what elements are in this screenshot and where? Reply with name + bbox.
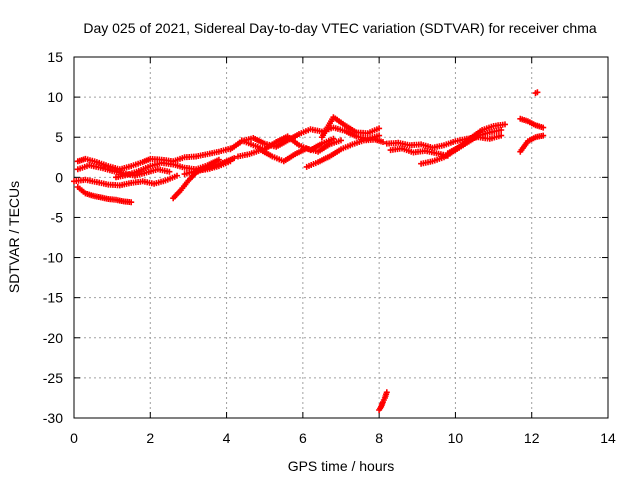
x-tick-label: 0 [70,430,78,446]
data-point [431,142,447,151]
data-point [489,127,505,135]
data-point [252,143,268,153]
data-point [332,125,348,134]
data-point [122,198,135,206]
data-point [298,143,314,154]
series-track-10 [238,133,337,154]
data-point [519,116,531,125]
data-point [309,140,325,152]
data-point [458,135,474,149]
data-point [317,153,333,165]
y-tick-label: -10 [43,250,63,266]
y-tick-label: -30 [43,410,63,426]
series-track-17 [517,115,547,131]
series-track-19 [376,389,390,413]
data-point [119,179,135,188]
data-point [534,89,541,96]
x-tick-label: 14 [600,430,616,446]
data-point [367,125,383,136]
data-point [446,143,463,156]
x-tick-label: 2 [146,430,154,446]
y-tick-label: 0 [55,169,63,185]
series-track-2 [71,172,180,189]
y-tick-label: 5 [55,129,63,145]
chart-title: Day 025 of 2021, Sidereal Day-to-day VTE… [83,20,596,36]
data-point [382,389,390,400]
data-point [195,151,211,159]
data-point [332,115,348,129]
x-tick-label: 8 [375,430,383,446]
data-point [171,187,184,200]
y-axis-label: SDTVAR / TECUs [6,181,22,293]
data-point [172,162,188,171]
data-point [328,137,344,147]
data-point [153,177,169,187]
x-axis-tick-labels: 0 2 4 6 8 10 12 14 [70,430,616,446]
data-point [420,158,436,167]
data-point [263,139,280,152]
data-marks [71,89,547,413]
y-axis-tick-labels: -30 -25 -20 -15 -10 -5 0 5 10 15 [43,49,63,426]
data-point [377,403,385,412]
data-point [84,177,100,186]
series-track-1 [74,184,135,206]
data-point [275,133,291,145]
plot-frame [73,56,609,419]
grid [74,57,608,418]
data-point [306,159,322,169]
data-point [218,158,234,169]
y-tick-label: -20 [43,330,63,346]
data-point [298,126,314,137]
series-track-12 [318,114,383,141]
data-point [282,151,299,164]
data-point [286,134,302,149]
data-point [206,163,222,172]
data-point [96,179,112,188]
x-tick-label: 12 [524,430,540,446]
data-point [164,172,180,183]
x-tick-label: 6 [299,430,307,446]
data-point [534,122,547,131]
data-point [355,129,371,137]
y-tick-label: 10 [47,89,63,105]
x-axis-label: GPS time / hours [288,458,395,474]
data-point [237,151,253,159]
x-tick-label: 10 [448,430,464,446]
y-tick-label: 15 [47,49,63,65]
data-point [320,114,337,139]
series-track-11 [303,136,386,170]
data-point [378,399,386,409]
data-point [489,132,505,142]
data-point [157,166,173,175]
series-track-4 [74,145,234,173]
x-tick-label: 4 [223,430,231,446]
data-point [518,138,531,153]
data-point [275,137,291,149]
y-tick-label: -25 [43,370,63,386]
data-point [534,132,547,140]
axis-ticks [73,56,609,419]
series-track-16 [444,121,508,157]
series-track-5 [113,156,222,181]
data-point [126,167,142,178]
data-point [206,148,222,157]
data-point [374,137,386,145]
series-track-18 [517,132,547,155]
series-outlier-high [532,89,541,97]
data-point [328,146,344,159]
data-point [321,135,337,146]
data-point [380,394,388,403]
data-point [179,177,192,192]
series-track-7 [181,158,234,178]
y-tick-label: -15 [43,290,63,306]
y-tick-label: -5 [51,209,64,225]
data-point [431,154,447,164]
data-point [492,121,508,129]
data-point [271,154,287,165]
